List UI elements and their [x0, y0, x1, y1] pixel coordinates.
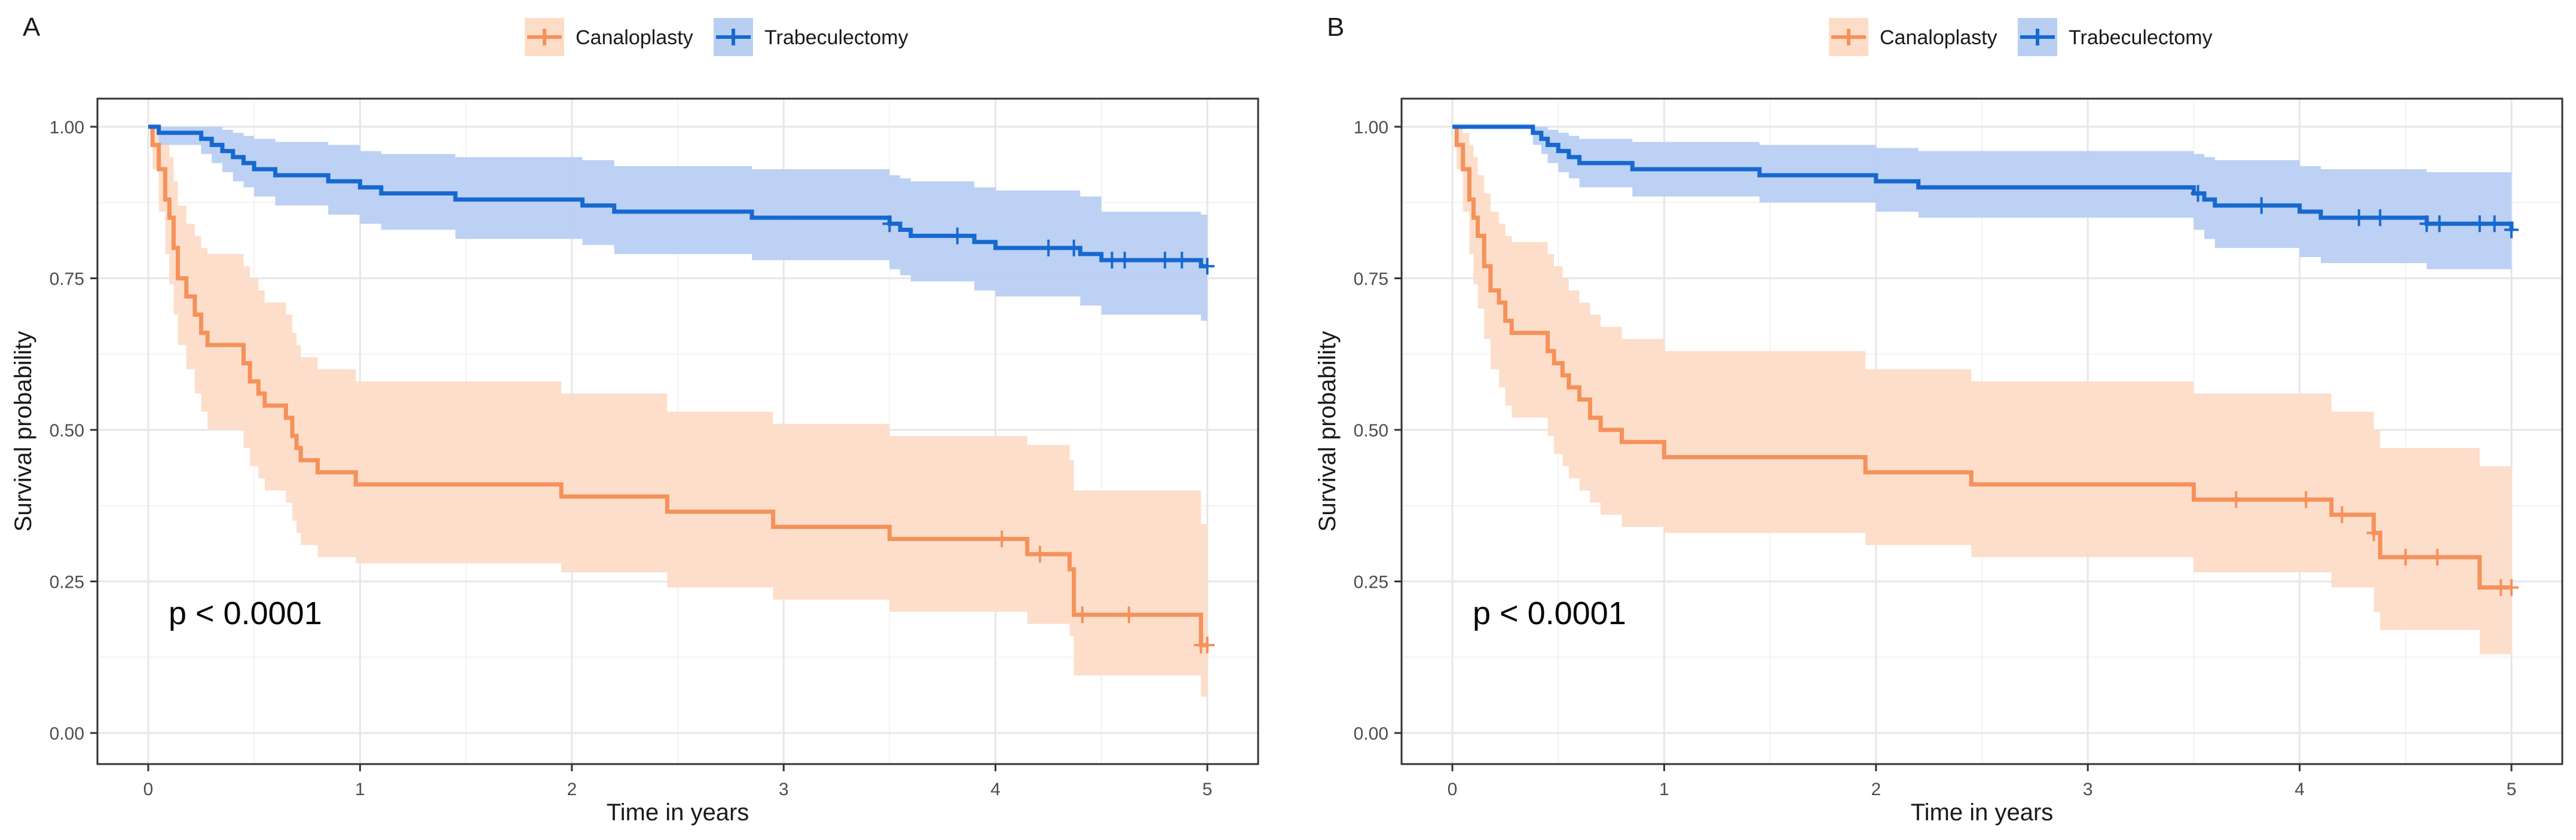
x-tick-label: 4 [2294, 780, 2305, 799]
legend-label: Canaloplasty [1880, 26, 1997, 49]
legend-item-canaloplasty: Canaloplasty [1829, 18, 1997, 56]
x-axis-title: Time in years [607, 799, 749, 826]
y-tick-label: 1.00 [50, 118, 84, 138]
y-tick-label: 0.75 [1354, 270, 1388, 289]
y-tick-label: 0.50 [50, 421, 84, 441]
censor-marks-canaloplasty [2229, 491, 2519, 596]
p-value-annotation: p < 0.0001 [1473, 595, 1626, 631]
x-tick-label: 1 [355, 780, 365, 799]
legend-item-trabeculectomy: Trabeculectomy [2018, 18, 2213, 56]
x-tick-label: 2 [1871, 780, 1881, 799]
y-tick-label: 1.00 [1354, 118, 1388, 138]
y-tick-label: 0.50 [1354, 421, 1388, 441]
plot-border [96, 97, 1259, 765]
legend-item-canaloplasty: Canaloplasty [525, 18, 693, 56]
panel-a: A Canaloplasty Trabeculectomy 0 1 2 3 4 5 0.00 0.2… [10, 13, 1259, 826]
panel-label: A [23, 13, 41, 42]
x-tick-label: 5 [1203, 780, 1213, 799]
confidence-band-canaloplasty [148, 127, 1207, 697]
survival-curve-trabeculectomy [148, 124, 1207, 268]
x-tick-label: 1 [1659, 780, 1669, 799]
y-tick-label: 0.00 [50, 724, 84, 744]
panel-label: B [1327, 13, 1344, 42]
legend-label: Trabeculectomy [2069, 26, 2213, 49]
confidence-band-trabeculectomy [148, 127, 1207, 321]
y-tick-label: 0.00 [1354, 724, 1388, 744]
censor-marks-canaloplasty [995, 530, 1214, 653]
plot-border [1400, 97, 2563, 765]
y-tick-label: 0.25 [1354, 573, 1388, 592]
x-tick-label: 4 [990, 780, 1001, 799]
y-axis-title: Survival probability [10, 331, 36, 532]
censor-marks-trabeculectomy [882, 215, 1214, 275]
y-tick-label: 0.25 [50, 573, 84, 592]
survival-curve-canaloplasty [148, 124, 1207, 647]
x-axis-title: Time in years [1911, 799, 2054, 826]
y-axis-title: Survival probability [1314, 331, 1341, 532]
survival-curve-trabeculectomy [1452, 124, 2514, 230]
y-tick-label: 0.75 [50, 270, 84, 289]
censor-marks-trabeculectomy [2190, 185, 2519, 239]
panel-b: B Canaloplasty Trabeculectomy 0 1 2 3 4 5 0.00 0.2… [1314, 13, 2563, 826]
legend-label: Trabeculectomy [764, 26, 908, 49]
survival-curve-canaloplasty [1452, 124, 2511, 590]
x-tick-label: 3 [779, 780, 789, 799]
x-tick-label: 0 [1448, 780, 1458, 799]
p-value-annotation: p < 0.0001 [169, 595, 322, 631]
x-tick-label: 5 [2507, 780, 2517, 799]
x-tick-label: 0 [143, 780, 154, 799]
x-tick-label: 2 [567, 780, 577, 799]
legend-label: Canaloplasty [576, 26, 693, 49]
x-tick-label: 3 [2083, 780, 2093, 799]
legend-item-trabeculectomy: Trabeculectomy [714, 18, 908, 56]
confidence-band-canaloplasty [1452, 127, 2511, 655]
confidence-band-trabeculectomy [1452, 127, 2511, 276]
